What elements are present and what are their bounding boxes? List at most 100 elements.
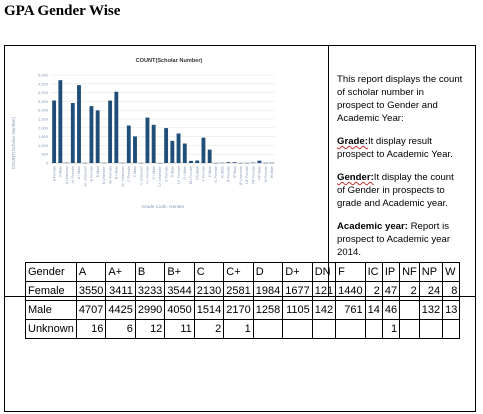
x-axis-label: Grade Code, Gender: [142, 204, 185, 209]
report-description: This report displays the count of schola…: [337, 73, 463, 269]
table-cell: [399, 300, 420, 320]
x-tick-label: W Male: [270, 166, 274, 178]
y-tick-label: 3,500: [38, 99, 49, 104]
table-row-label: Male: [25, 300, 77, 320]
x-tick-label: A+ Male: [77, 166, 81, 179]
x-tick-label: C Male: [133, 166, 137, 177]
table-row: Male 4707 4425 2990 4050 1514 2170 1258 1105 142 7…: [25, 300, 461, 320]
x-tick-label: A Male: [59, 166, 63, 177]
table-header-cell: NP: [418, 262, 444, 282]
x-tick-label: C Female: [127, 166, 131, 182]
y-tick-label: 500: [41, 152, 48, 157]
table-cell: 1984: [252, 281, 284, 301]
x-tick-label: D+ Male: [183, 166, 187, 179]
table-cell: 4050: [164, 300, 195, 320]
x-tick-label: B Female: [90, 166, 94, 181]
y-tick-label: 1,500: [38, 134, 49, 139]
report-intro: This report displays the count of schola…: [337, 74, 463, 124]
table-cell: [364, 319, 383, 339]
table-cell: 2130: [193, 281, 225, 301]
y-axis-ticks: 0 500 1,000 1,500 2,000 2,500 3,000 3,500 4,000 4…: [38, 73, 49, 166]
grade-heading: Grade:: [337, 136, 368, 147]
gender-description: Gender:It display the count of Gender in…: [337, 171, 463, 210]
y-tick-label: 4,000: [38, 90, 49, 95]
y-tick-label: 3,000: [38, 108, 49, 113]
academic-year-text: Report is prospect to Academic year 2014…: [337, 221, 451, 258]
table-row-label: Unknown: [25, 319, 77, 339]
table-header-cell: Gender: [25, 262, 77, 282]
bar: [257, 160, 262, 163]
table-cell: [442, 319, 461, 339]
x-tick-label: NP Male: [258, 166, 262, 180]
bar: [108, 100, 113, 163]
x-tick-label: NF Female: [245, 166, 249, 184]
table-cell: [311, 319, 337, 339]
bar: [232, 162, 237, 163]
table-cell: 47: [381, 281, 401, 301]
table-cell: 24: [418, 281, 444, 301]
y-tick-label: 5,000: [38, 73, 49, 78]
table-cell: 16: [75, 319, 107, 339]
bar: [201, 137, 206, 163]
x-tick-label: NP Female: [251, 166, 255, 184]
table-header-cell: B+: [164, 262, 195, 282]
x-tick-label: C+ Female: [146, 166, 150, 184]
table-row-label: Female: [25, 281, 77, 301]
table-cell: [418, 319, 444, 339]
table-cell: 13: [442, 300, 461, 320]
table-cell: 3550: [75, 281, 107, 301]
x-tick-label: B+ Male: [115, 166, 119, 179]
x-axis-ticks: A Female A Male A Unknown A+ Female A+ Male A…: [52, 166, 274, 187]
bar: [126, 125, 131, 163]
x-tick-label: D+ Female: [177, 166, 181, 184]
bar: [133, 136, 137, 163]
table-cell: 4707: [75, 300, 107, 320]
table-cell: 121: [311, 281, 337, 301]
table-cell: 3233: [134, 281, 166, 301]
table-header-cell: IP: [381, 262, 401, 282]
chart-title: COUNT(Scholar Number): [136, 58, 203, 64]
x-tick-label: D Male: [171, 166, 175, 177]
bar: [151, 124, 156, 163]
bar: [145, 117, 150, 163]
x-tick-label: C+ Unknown: [158, 166, 162, 187]
x-tick-label: B+ Unknown: [121, 166, 125, 186]
academic-year-description: Academic year: Report is prospect to Aca…: [337, 220, 463, 259]
gender-text: It display the count of Gender in prospe…: [337, 172, 454, 209]
bar: [89, 106, 94, 163]
bar: [182, 143, 187, 163]
table-header-cell: D+: [282, 262, 313, 282]
bar: [226, 162, 231, 163]
bar: [70, 102, 75, 163]
y-tick-label: 1,000: [38, 143, 49, 148]
table-row: Female 3550 3411 3233 3544 2130 2581 1984 1677 12…: [25, 281, 461, 301]
table-cell: [282, 319, 313, 339]
y-tick-label: 4,500: [38, 81, 49, 86]
x-tick-label: A+ Female: [71, 166, 75, 183]
table-cell: 2990: [134, 300, 166, 320]
bar: [170, 140, 175, 163]
bar: [176, 133, 181, 163]
table-cell: [335, 319, 366, 339]
report-frame: COUNT(Scholar Number) 0 500 1,000 1,500 2,00…: [4, 45, 476, 412]
table-header-cell: A+: [105, 262, 136, 282]
table-header-cell: DN: [311, 262, 337, 282]
table-header-row: Gender A A+ B B+ C C+ D D+ DN F IC IP NF NP W: [25, 262, 461, 282]
table-cell: 761: [335, 300, 366, 320]
bar: [77, 85, 81, 163]
bar: [189, 160, 193, 163]
y-axis-label: COUNT(Scholar Number): [11, 116, 16, 169]
table-header-cell: F: [335, 262, 366, 282]
table-cell: 14: [364, 300, 383, 320]
table-header-cell: IC: [364, 262, 383, 282]
grade-description: Grade:It display result prospect to Acad…: [337, 135, 463, 161]
table-cell: 4425: [105, 300, 136, 320]
x-tick-label: F Female: [202, 166, 206, 181]
x-tick-label: A Female: [52, 166, 56, 181]
table-cell: 8: [442, 281, 461, 301]
table-cell: [399, 319, 420, 339]
table-cell: 1514: [193, 300, 225, 320]
table-header-cell: D: [252, 262, 284, 282]
table-cell: 3544: [164, 281, 195, 301]
table-cell: 2: [193, 319, 225, 339]
